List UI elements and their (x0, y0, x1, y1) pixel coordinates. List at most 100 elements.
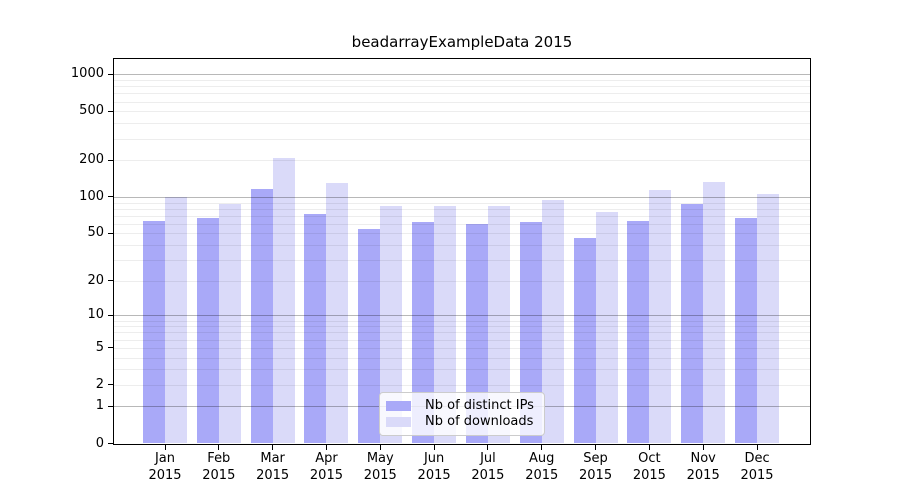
legend: Nb of distinct IPs Nb of downloads (379, 392, 545, 436)
x-label-aug: Aug 2015 (525, 451, 559, 483)
y-tick-label-200: 200 (79, 152, 104, 168)
gridline-major (114, 196, 810, 198)
x-tick-mark (272, 444, 274, 450)
legend-label-ips: Nb of distinct IPs (425, 398, 534, 413)
gridline-major (114, 315, 810, 317)
bar-jul-downloads (487, 206, 510, 444)
bar-jan-ips (143, 220, 165, 444)
bar-may-downloads (380, 206, 403, 444)
x-label-nov: Nov 2015 (686, 451, 720, 483)
bar-apr-downloads (326, 183, 349, 444)
bar-may-ips (358, 229, 381, 444)
y-tick-label-100: 100 (79, 188, 104, 204)
bar-aug-downloads (541, 200, 564, 444)
bar-oct-ips (627, 220, 650, 444)
gridline-minor (114, 384, 810, 386)
bar-apr-ips (304, 214, 327, 444)
gridline-minor (114, 339, 810, 341)
chart-title: beadarrayExampleData 2015 (351, 33, 573, 51)
y-tick-label-20: 20 (87, 272, 104, 288)
bar-dec-downloads (757, 194, 780, 444)
bar-dec-ips (735, 218, 758, 444)
bar-mar-ips (250, 188, 273, 444)
gridline-minor (114, 369, 810, 371)
gridline-minor (114, 233, 810, 235)
x-tick-mark (595, 444, 597, 450)
bar-jul-ips (465, 223, 488, 444)
y-tick-label-1: 1 (95, 398, 104, 414)
x-label-jul: Jul 2015 (471, 451, 505, 483)
legend-item-downloads: Nb of downloads (386, 415, 536, 429)
x-label-jun: Jun 2015 (417, 451, 451, 483)
y-tick-mark (108, 280, 114, 282)
x-label-feb: Feb 2015 (202, 451, 236, 483)
x-tick-mark (487, 444, 489, 450)
y-tick-mark (108, 405, 114, 407)
bar-jun-ips (412, 222, 435, 444)
bar-jan-downloads (165, 196, 187, 444)
gridline-minor (114, 123, 810, 125)
bar-feb-ips (196, 218, 219, 444)
bar-mar-downloads (272, 158, 295, 444)
y-tick-mark (108, 314, 114, 316)
x-tick-mark (756, 444, 758, 450)
x-label-sep: Sep 2015 (579, 451, 613, 483)
y-tick-mark (108, 110, 114, 112)
gridline-minor (114, 332, 810, 334)
y-tick-label-2: 2 (95, 376, 104, 392)
x-tick-mark (541, 444, 543, 450)
bar-feb-downloads (218, 203, 241, 444)
bar-aug-ips (519, 222, 542, 444)
gridline-minor (114, 138, 810, 140)
gridline-minor (114, 80, 810, 82)
bar-nov-downloads (703, 182, 726, 444)
x-tick-mark (702, 444, 704, 450)
gridline-minor (114, 280, 810, 282)
y-tick-label-500: 500 (79, 103, 104, 119)
y-tick-mark (108, 159, 114, 161)
y-tick-mark (108, 384, 114, 386)
gridline-minor (114, 320, 810, 322)
gridline-minor (114, 245, 810, 247)
gridline-minor (114, 215, 810, 217)
x-label-mar: Mar 2015 (256, 451, 290, 483)
y-tick-mark (108, 443, 114, 444)
y-tick-label-10: 10 (87, 307, 104, 323)
bar-sep-downloads (595, 212, 618, 444)
x-tick-mark (325, 444, 327, 450)
gridline-major (114, 74, 810, 76)
gridline-minor (114, 160, 810, 162)
gridline-minor (114, 347, 810, 349)
legend-swatch-ips (386, 401, 411, 411)
x-tick-mark (648, 444, 650, 450)
x-label-jan: Jan 2015 (148, 451, 182, 483)
bar-nov-ips (681, 203, 704, 444)
y-tick-label-1000: 1000 (70, 66, 104, 82)
x-label-dec: Dec 2015 (740, 451, 774, 483)
y-tick-mark (108, 196, 114, 198)
bar-jun-downloads (434, 206, 457, 444)
legend-label-downloads: Nb of downloads (425, 414, 534, 429)
x-tick-mark (218, 444, 220, 450)
gridline-minor (114, 357, 810, 359)
x-tick-mark (433, 444, 435, 450)
gridline-minor (114, 101, 810, 103)
y-tick-label-5: 5 (95, 339, 104, 355)
x-label-may: May 2015 (363, 451, 397, 483)
bar-oct-downloads (649, 190, 672, 444)
x-label-apr: Apr 2015 (309, 451, 343, 483)
x-tick-mark (164, 444, 166, 450)
x-tick-mark (379, 444, 381, 450)
gridline-minor (114, 223, 810, 225)
y-tick-label-0: 0 (95, 435, 104, 451)
y-tick-mark (108, 347, 114, 349)
x-label-oct: Oct 2015 (632, 451, 666, 483)
bar-sep-ips (573, 237, 596, 444)
legend-swatch-downloads (386, 417, 411, 427)
gridline-minor (114, 326, 810, 328)
gridline-minor (114, 202, 810, 204)
gridline-minor (114, 93, 810, 95)
gridline-minor (114, 111, 810, 113)
gridline-minor (114, 86, 810, 88)
